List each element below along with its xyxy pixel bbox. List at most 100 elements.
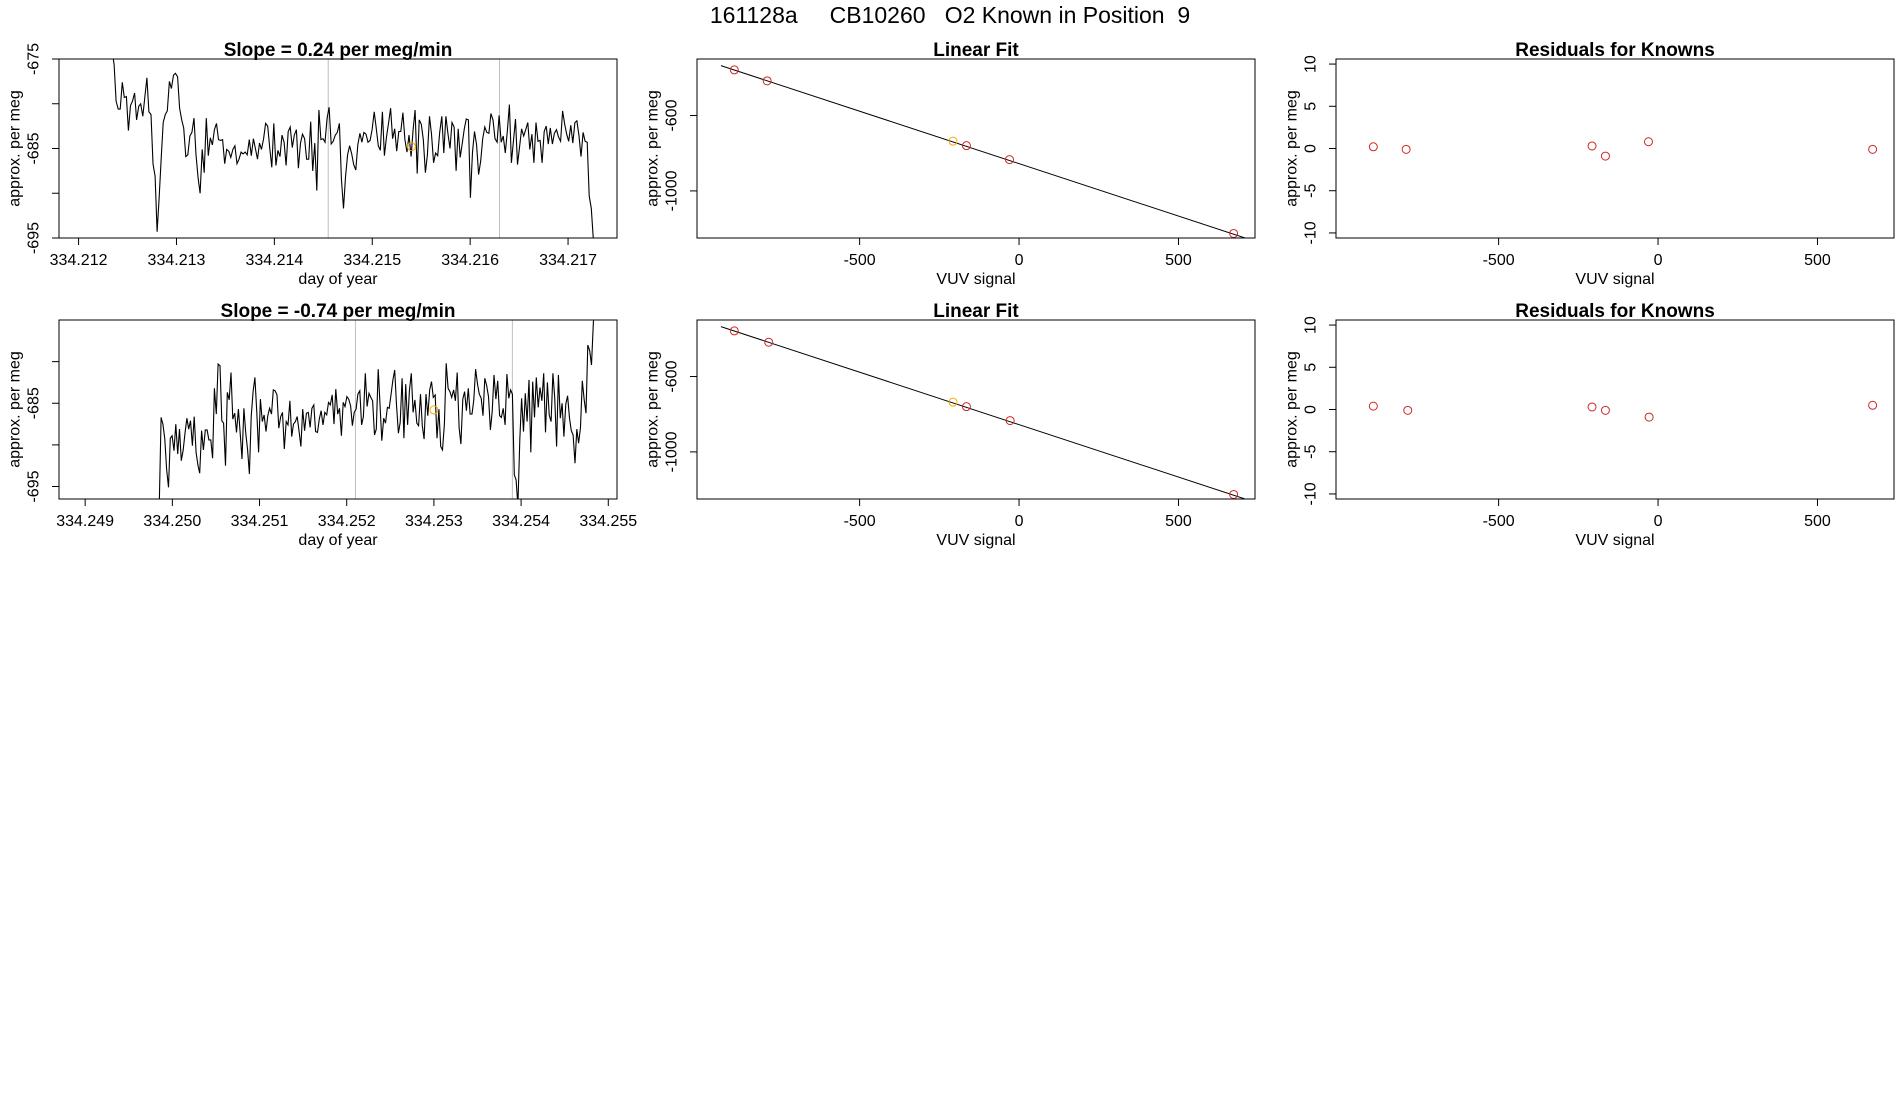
chart-panel: 334.249 334.250 334.251 334.252 334.253 334.2…: [7, 301, 638, 549]
plot-area: [1368, 137, 1878, 161]
series-line: [158, 320, 595, 499]
x-axis-label: day of year: [298, 532, 378, 549]
y-tick-label: 10: [1303, 55, 1320, 73]
plot-frame: [1335, 58, 1895, 239]
known-point: [1229, 489, 1239, 499]
x-tick-label: 334.216: [441, 252, 499, 269]
x-tick-label: 0: [1654, 513, 1663, 530]
known-point: [961, 141, 971, 151]
y-tick-label: 10: [1303, 316, 1320, 334]
chart-title: Slope = -0.74 per meg/min: [221, 301, 456, 322]
y-axis-label: approx. per meg: [645, 351, 662, 468]
known-point: [1005, 416, 1015, 426]
y-tick-label: -10: [1303, 482, 1320, 505]
y-tick-label: -5: [1303, 445, 1320, 459]
sample-point: [948, 397, 958, 407]
plot-area: [1368, 400, 1878, 422]
chart-title: Residuals for Knowns: [1515, 301, 1715, 322]
plot-frame: [58, 319, 618, 500]
known-point: [1587, 141, 1597, 151]
x-axis-label: VUV signal: [936, 532, 1015, 549]
chart-panel: -500 0 500 -10 -5 0 5 10 Residuals for Knowns VUV…: [1284, 40, 1895, 288]
x-tick-label: 334.252: [318, 513, 376, 530]
y-axis-label: approx. per meg: [7, 351, 24, 468]
y-tick-label: -1000: [664, 431, 681, 472]
known-point: [1229, 228, 1239, 238]
x-tick-label: 0: [1015, 513, 1024, 530]
known-point: [1643, 137, 1653, 147]
known-point: [1868, 144, 1878, 154]
chart-title: Residuals for Knowns: [1515, 40, 1715, 61]
x-tick-label: 334.249: [56, 513, 114, 530]
known-point: [1004, 155, 1014, 165]
x-tick-label: -500: [844, 513, 876, 530]
chart-panel: -500 0 500 -1000 -600 Linear Fit VUV signal app…: [645, 301, 1256, 549]
x-tick-label: 500: [1804, 252, 1831, 269]
y-tick-label: -1000: [664, 170, 681, 211]
chart-panel: -500 0 500 -10 -5 0 5 10 Residuals for Knowns VUV…: [1284, 301, 1895, 549]
y-tick-label: -600: [664, 99, 681, 131]
x-tick-label: -500: [1483, 252, 1515, 269]
x-tick-label: 334.255: [579, 513, 637, 530]
chart-panel: -500 0 500 -1000 -600 Linear Fit VUV signal app…: [645, 40, 1256, 288]
y-axis-label: approx. per meg: [1284, 90, 1301, 207]
y-tick-label: 5: [1303, 363, 1320, 372]
x-tick-label: 334.215: [343, 252, 401, 269]
y-tick-label: -5: [1303, 184, 1320, 198]
known-point: [1401, 144, 1411, 154]
known-point: [1368, 142, 1378, 152]
x-tick-label: 500: [1804, 513, 1831, 530]
plot-area: [720, 326, 1247, 499]
y-tick-label: -10: [1303, 221, 1320, 244]
y-tick-label: -695: [26, 470, 43, 502]
plot-area: [158, 320, 595, 499]
known-point: [729, 65, 739, 75]
y-tick-label: 0: [1303, 144, 1320, 153]
plot-area: [720, 65, 1247, 238]
y-tick-label: -685: [26, 132, 43, 164]
plot-frame: [696, 58, 1256, 239]
fit-line: [720, 65, 1247, 238]
x-tick-label: 0: [1654, 252, 1663, 269]
sample-point: [948, 136, 958, 146]
chart-title: Linear Fit: [933, 40, 1019, 61]
chart-title: Slope = 0.24 per meg/min: [224, 40, 453, 61]
known-point: [729, 326, 739, 336]
x-tick-label: 334.253: [405, 513, 463, 530]
known-point: [762, 76, 772, 86]
x-tick-label: -500: [844, 252, 876, 269]
x-tick-label: 334.250: [143, 513, 201, 530]
known-point: [1600, 405, 1610, 415]
sample-marker: [406, 142, 416, 152]
known-point: [1644, 412, 1654, 422]
known-point: [1368, 401, 1378, 411]
y-tick-label: 0: [1303, 405, 1320, 414]
chart-title: Linear Fit: [933, 301, 1019, 322]
x-tick-label: 500: [1165, 252, 1192, 269]
y-tick-label: -695: [26, 222, 43, 254]
x-tick-label: 334.213: [148, 252, 206, 269]
plot-frame: [1335, 319, 1895, 500]
known-point: [1587, 402, 1597, 412]
x-tick-label: 334.217: [539, 252, 597, 269]
known-point: [1868, 400, 1878, 410]
sample-marker: [429, 405, 439, 415]
x-axis-label: day of year: [298, 271, 378, 288]
known-point: [1600, 151, 1610, 161]
y-axis-label: approx. per meg: [1284, 351, 1301, 468]
x-tick-label: 334.212: [50, 252, 108, 269]
y-tick-label: 5: [1303, 102, 1320, 111]
y-axis-label: approx. per meg: [7, 90, 24, 207]
plot-area: [112, 59, 594, 238]
fit-line: [720, 326, 1247, 499]
x-tick-label: -500: [1483, 513, 1515, 530]
y-tick-label: -675: [26, 43, 43, 75]
x-tick-label: 334.254: [492, 513, 550, 530]
known-point: [1403, 405, 1413, 415]
y-tick-label: -685: [26, 387, 43, 419]
x-axis-label: VUV signal: [1575, 271, 1654, 288]
page-title: 161128a CB10260 O2 Known in Position 9: [709, 2, 1191, 28]
known-point: [961, 402, 971, 412]
x-tick-label: 334.214: [245, 252, 303, 269]
